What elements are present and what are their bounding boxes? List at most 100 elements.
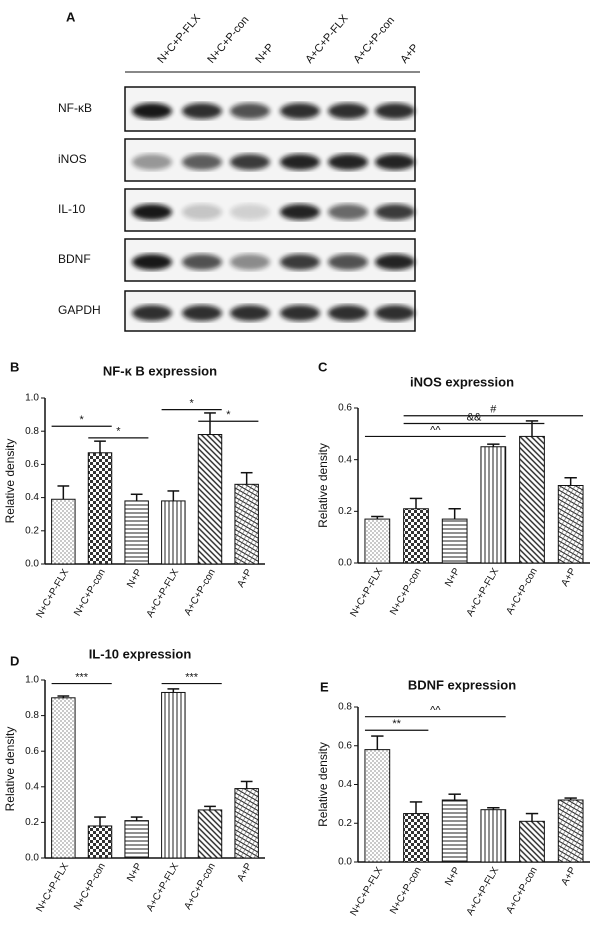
error-bar bbox=[371, 735, 384, 750]
y-tick-label: 0.0 bbox=[338, 857, 352, 868]
blot-band bbox=[230, 204, 270, 220]
bar bbox=[403, 813, 429, 863]
error-bar bbox=[448, 508, 461, 520]
significance-mark: *** bbox=[185, 671, 199, 683]
x-tick-label: A+C+P-con bbox=[505, 566, 540, 616]
bar bbox=[197, 434, 223, 565]
error-bar bbox=[94, 440, 106, 453]
error-bar bbox=[57, 695, 70, 698]
y-axis-label: Relative density bbox=[3, 727, 17, 812]
y-tick-label: 0.4 bbox=[25, 781, 39, 792]
blot-band bbox=[328, 103, 368, 119]
bar bbox=[519, 435, 545, 564]
blot-row-label: iNOS bbox=[58, 152, 87, 166]
error-bar bbox=[525, 812, 539, 822]
blot-band bbox=[280, 254, 320, 270]
blot-band bbox=[230, 154, 270, 170]
significance-mark: * bbox=[116, 426, 121, 438]
bar bbox=[87, 825, 113, 859]
bar bbox=[124, 500, 149, 565]
bar bbox=[234, 483, 259, 565]
error-bar bbox=[240, 780, 253, 789]
chart-title: iNOS expression bbox=[410, 374, 514, 389]
error-bar bbox=[564, 797, 577, 800]
significance-mark: * bbox=[80, 414, 85, 426]
y-axis-label: Relative density bbox=[316, 443, 330, 528]
bar bbox=[403, 508, 429, 564]
bar bbox=[441, 799, 468, 863]
error-bar bbox=[409, 801, 423, 814]
blot-column-label: N+P bbox=[253, 41, 276, 65]
blot-band bbox=[328, 204, 368, 220]
y-axis-label: Relative density bbox=[316, 742, 330, 827]
y-tick-label: 0.0 bbox=[25, 853, 39, 864]
bar bbox=[51, 498, 76, 565]
error-bar bbox=[487, 443, 500, 447]
error-bar bbox=[371, 515, 384, 520]
y-tick-label: 0.6 bbox=[338, 403, 352, 414]
x-tick-label: N+C+P-con bbox=[388, 566, 424, 617]
error-bar bbox=[204, 805, 216, 810]
x-tick-label: A+P bbox=[559, 566, 578, 588]
x-tick-label: A+C+P-FLX bbox=[465, 566, 502, 618]
bar bbox=[51, 697, 76, 859]
error-bar bbox=[564, 477, 577, 486]
blot-row-label: NF-κB bbox=[58, 101, 92, 115]
blot-column-label: A+C+P-FLX bbox=[303, 12, 351, 66]
panel-label: A bbox=[66, 9, 76, 24]
significance-mark: # bbox=[490, 404, 497, 416]
blot-band bbox=[375, 204, 415, 220]
significance-mark: * bbox=[190, 398, 195, 410]
y-tick-label: 0.8 bbox=[338, 702, 352, 713]
chart-title: BDNF expression bbox=[408, 677, 516, 692]
x-tick-label: N+C+P-FLX bbox=[34, 861, 71, 914]
panel-label: D bbox=[10, 653, 19, 668]
error-bar bbox=[487, 807, 500, 810]
error-bar bbox=[130, 816, 143, 821]
error-bar bbox=[409, 497, 423, 509]
x-tick-label: A+P bbox=[559, 865, 578, 887]
blot-band bbox=[375, 103, 415, 119]
significance-mark: *** bbox=[75, 671, 89, 683]
bar bbox=[557, 485, 584, 564]
blot-band bbox=[280, 103, 320, 119]
significance-mark: ^^ bbox=[430, 705, 441, 717]
blot-band bbox=[182, 254, 222, 270]
x-tick-label: N+C+P-FLX bbox=[348, 566, 385, 619]
blot-column-label: N+C+P-FLX bbox=[155, 12, 203, 66]
blot-band bbox=[230, 254, 270, 270]
blot-band bbox=[280, 305, 320, 321]
bar bbox=[557, 799, 584, 863]
x-tick-label: A+C+P-con bbox=[505, 865, 540, 915]
y-tick-label: 0.2 bbox=[25, 817, 39, 828]
x-tick-label: A+P bbox=[235, 567, 254, 589]
blot-band bbox=[375, 254, 415, 270]
y-tick-label: 0.6 bbox=[338, 740, 352, 751]
blot-band bbox=[280, 204, 320, 220]
x-tick-label: N+C+P-FLX bbox=[348, 865, 385, 918]
x-tick-label: N+P bbox=[125, 861, 145, 884]
error-bar bbox=[167, 490, 180, 501]
blot-band bbox=[132, 204, 172, 220]
error-bar bbox=[240, 471, 253, 485]
significance-mark: ** bbox=[392, 718, 401, 730]
blot-row-label: IL-10 bbox=[58, 202, 86, 216]
bar bbox=[480, 809, 507, 863]
y-tick-label: 1.0 bbox=[25, 675, 39, 686]
panel-label: C bbox=[318, 359, 328, 374]
error-bar bbox=[167, 688, 180, 693]
x-tick-label: N+P bbox=[125, 567, 145, 590]
y-tick-label: 0.0 bbox=[25, 559, 39, 570]
bar bbox=[234, 788, 259, 859]
bar bbox=[197, 809, 223, 859]
y-tick-label: 0.2 bbox=[338, 506, 352, 517]
chart-title: NF-κ B expression bbox=[103, 363, 217, 378]
significance-mark: ^^ bbox=[430, 424, 441, 436]
bar bbox=[441, 518, 468, 564]
blot-band bbox=[182, 204, 222, 220]
blot-band bbox=[132, 154, 172, 170]
error-bar bbox=[94, 816, 106, 826]
blot-band bbox=[182, 103, 222, 119]
x-tick-label: N+P bbox=[443, 865, 463, 888]
